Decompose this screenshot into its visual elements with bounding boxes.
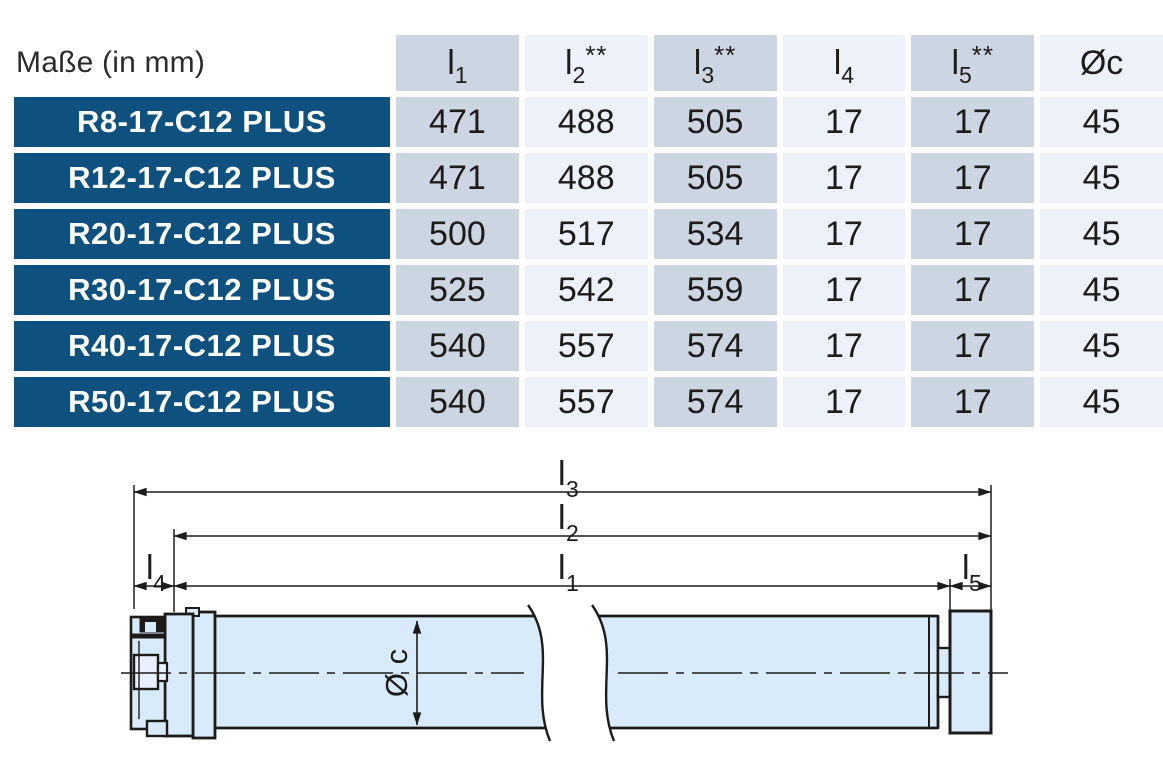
motor-dimension-diagram: l 3 l 2 l 1 l 4 l 5 [0,433,1163,763]
value-cell: 488 [524,97,648,147]
column-header-l5: l 5 ** [911,35,1035,91]
column-header-base: l [693,43,702,82]
column-header-base: l [564,43,573,82]
row-label: R30-17-C12 PLUS [14,265,390,315]
value-cell: 471 [396,97,519,147]
value-cell: 17 [911,265,1035,315]
value-cell: 517 [524,209,648,259]
label-l5-sub: 5 [969,570,982,596]
label-l2: l [558,499,566,537]
label-l1-sub: 1 [566,570,579,596]
value-cell: 17 [911,153,1035,203]
value-cell: 17 [782,377,906,427]
value-cell: 471 [396,153,519,203]
value-cell: 525 [396,265,519,315]
value-cell: 45 [1040,265,1163,315]
column-header-subscript: 4 [841,61,855,88]
value-cell: 488 [524,153,648,203]
row-label: R20-17-C12 PLUS [14,209,390,259]
value-cell: 17 [782,97,906,147]
value-cell: 17 [911,97,1035,147]
label-l3-sub: 3 [566,476,579,502]
value-cell: 45 [1040,153,1163,203]
row-label: R8-17-C12 PLUS [14,97,390,147]
value-cell: 45 [1040,209,1163,259]
value-cell: 540 [396,321,519,371]
value-cell: 17 [782,153,906,203]
row-label: R40-17-C12 PLUS [14,321,390,371]
column-header-l3: l 3 ** [653,35,777,91]
value-cell: 45 [1040,321,1163,371]
label-diameter: Ø c [379,649,414,697]
value-cell: 574 [653,377,777,427]
column-header-superscript: ** [714,39,737,70]
value-cell: 17 [911,209,1035,259]
diameter-dimension: Ø c [379,620,422,726]
label-l3: l [558,455,566,493]
column-header-diameter: Øc [1040,35,1163,91]
value-cell: 505 [653,97,777,147]
column-header-subscript: 3 [701,61,715,88]
column-header-base: l [447,43,455,82]
label-l4-sub: 4 [153,570,166,596]
dimension-diagram-svg: l 3 l 2 l 1 l 4 l 5 [121,455,1008,742]
value-cell: 45 [1040,377,1163,427]
value-cell: 500 [396,209,519,259]
motor-drive-head [129,607,217,740]
column-header-superscript: ** [585,39,608,70]
value-cell: 540 [396,377,519,427]
value-cell: 557 [524,377,648,427]
value-cell: 17 [911,377,1035,427]
value-cell: 559 [653,265,777,315]
value-cell: 505 [653,153,777,203]
column-header-base: Øc [1079,43,1124,82]
row-label: R12-17-C12 PLUS [14,153,390,203]
label-l4: l [146,549,154,587]
column-header-superscript: ** [971,39,995,70]
row-label: R50-17-C12 PLUS [14,377,390,427]
column-header-subscript: 2 [572,61,586,88]
value-cell: 17 [782,265,906,315]
tube-break [527,604,616,742]
column-header-subscript: 5 [959,61,972,88]
value-cell: 45 [1040,97,1163,147]
label-l5: l [962,549,970,587]
value-cell: 534 [653,209,777,259]
column-header-base: l [833,43,842,82]
value-cell: 17 [782,321,906,371]
value-cell: 17 [782,209,906,259]
value-cell: 574 [653,321,777,371]
label-l2-sub: 2 [566,520,579,546]
label-l1: l [558,549,566,587]
column-header-l2: l 2 ** [524,35,648,91]
motor-end-cap [936,609,993,735]
column-header-subscript: 1 [454,61,468,88]
column-header-base: l [951,43,959,82]
value-cell: 542 [524,265,648,315]
table-title: Maße (in mm) [14,35,390,91]
value-cell: 557 [524,321,648,371]
value-cell: 17 [911,321,1035,371]
